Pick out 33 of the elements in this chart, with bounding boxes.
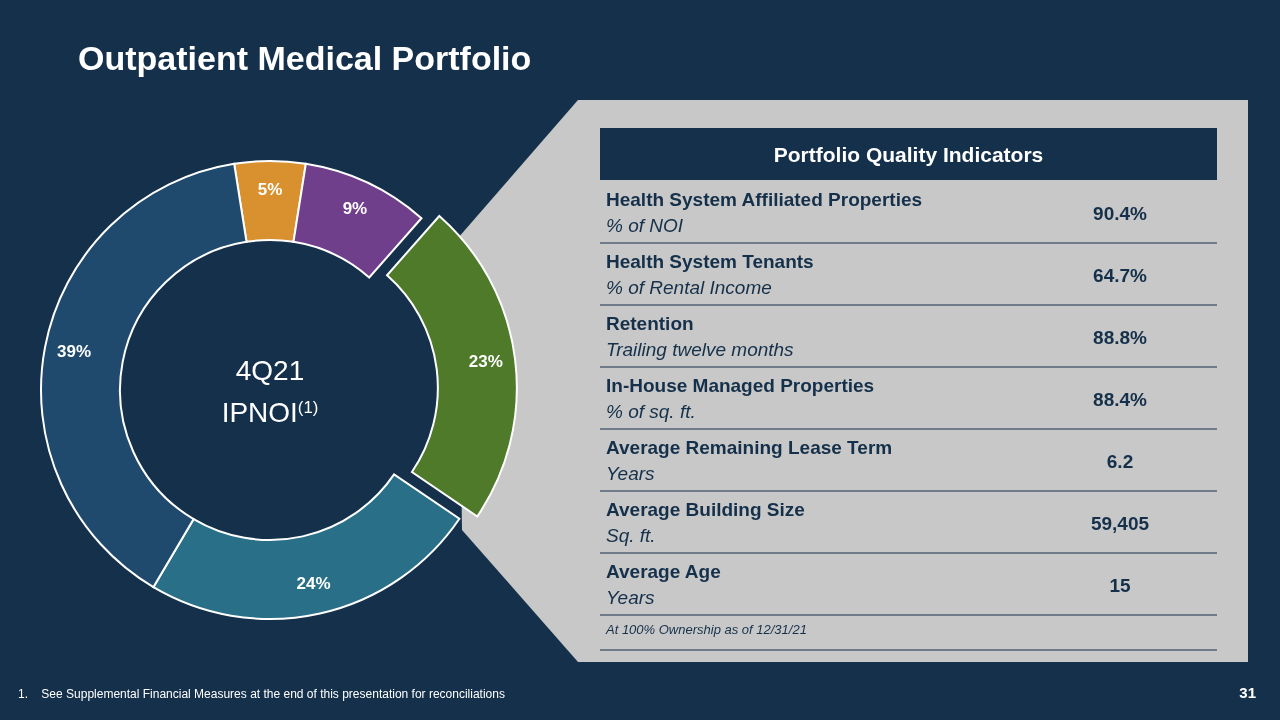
text: 90.4% <box>1093 203 1147 224</box>
text: 88.4% <box>1093 389 1147 410</box>
text: Years <box>606 587 656 608</box>
text: 6.2 <box>1106 451 1134 472</box>
text: Years <box>606 463 656 484</box>
text: 1. See Supplemental Financial Measures at the end of this presentation for reconciliations <box>18 687 505 701</box>
text: 59,405 <box>1090 513 1150 534</box>
category-label: In-House Managed Properties <box>606 375 875 396</box>
data-label: 39% <box>57 342 92 362</box>
category-label: Average Building Size <box>606 499 805 520</box>
category-label: Health System Tenants <box>606 251 814 272</box>
data-label: 9% <box>342 198 368 218</box>
text: % of NOI <box>606 215 684 236</box>
category-label: Health System Affiliated Properties <box>606 189 923 210</box>
chart-title: Outpatient Medical Portfolio <box>78 39 532 77</box>
data-label: 23% <box>468 352 503 372</box>
text: 4Q21 <box>235 355 305 386</box>
text: % of sq. ft. <box>606 401 696 422</box>
text: Portfolio Quality Indicators <box>773 143 1044 166</box>
data-label: 24% <box>296 574 331 594</box>
text: 64.7% <box>1093 265 1147 286</box>
category-label: Average Remaining Lease Term <box>606 437 893 458</box>
category-label: Retention <box>606 313 694 334</box>
text: % of Rental Income <box>606 277 772 298</box>
text: 31 <box>1239 684 1256 701</box>
text: At 100% Ownership as of 12/31/21 <box>605 622 807 637</box>
data-label: 5% <box>257 179 283 199</box>
text: 88.8% <box>1093 327 1147 348</box>
text: IPNOI$^{(1)}$ <box>221 397 319 428</box>
category-label: Average Age <box>606 561 721 582</box>
text: 15 <box>1109 575 1131 596</box>
text: Trailing twelve months <box>606 339 795 360</box>
text: Sq. ft. <box>606 525 656 546</box>
